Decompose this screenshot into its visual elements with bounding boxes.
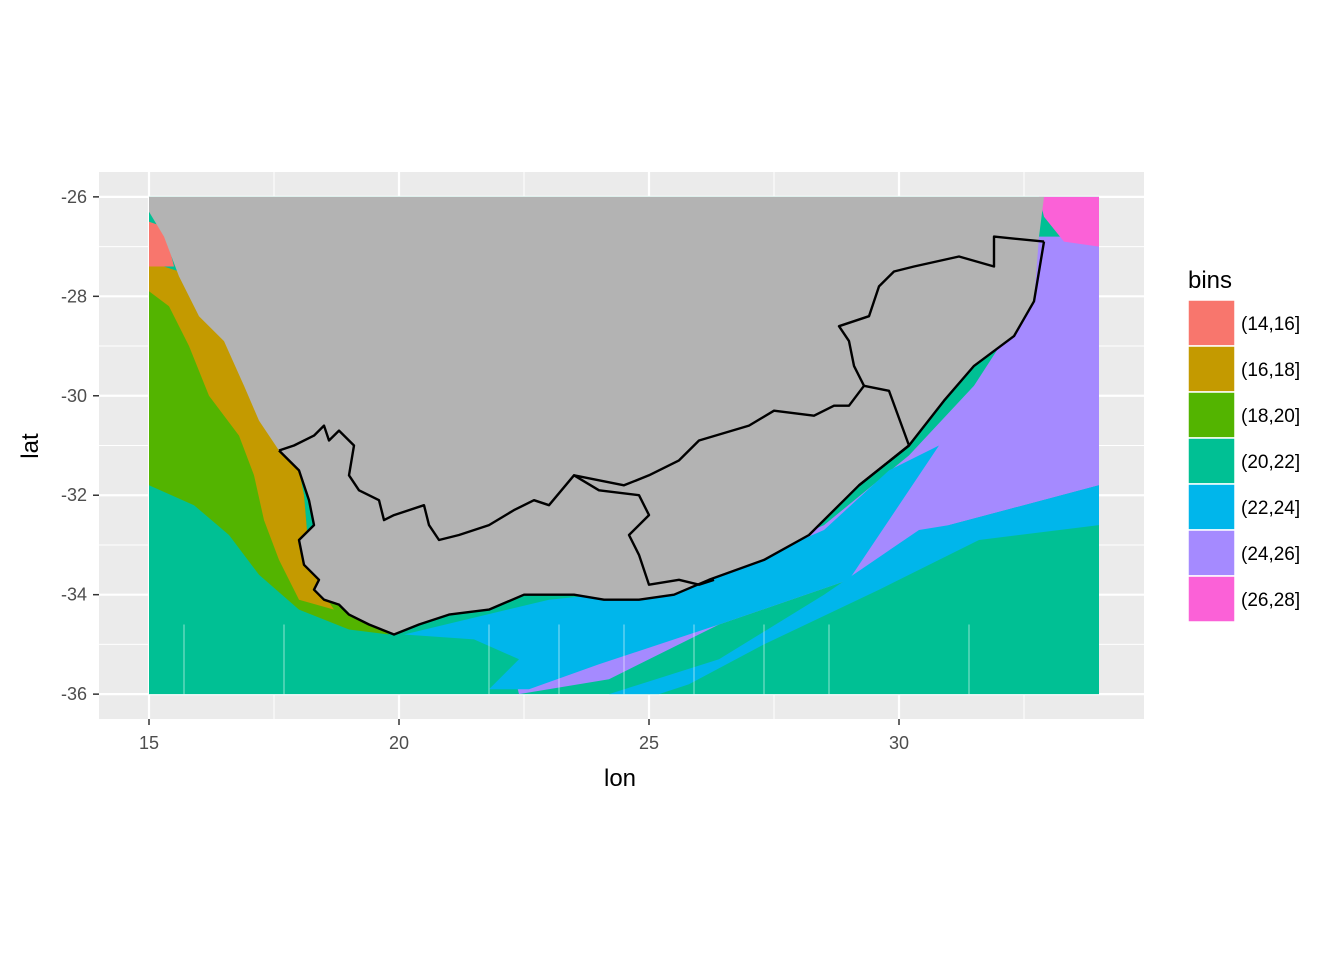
legend: bins (14,16] (16,18] (18,20] (20,22] (22,24]… xyxy=(1188,267,1300,622)
x-tick-label: 20 xyxy=(389,733,409,753)
legend-key xyxy=(1188,438,1235,484)
legend-label: (18,20] xyxy=(1241,406,1300,427)
y-tick-label: -30 xyxy=(61,386,87,406)
legend-key xyxy=(1188,392,1235,438)
legend-label: (16,18] xyxy=(1241,360,1300,381)
legend-label: (20,22] xyxy=(1241,452,1300,473)
legend-key xyxy=(1188,576,1235,622)
y-axis-title: lat xyxy=(17,433,44,459)
y-tick-label: -32 xyxy=(61,485,87,505)
legend-label: (22,24] xyxy=(1241,498,1300,519)
legend-key xyxy=(1188,300,1235,346)
y-tick-label: -28 xyxy=(61,286,87,306)
legend-label: (14,16] xyxy=(1241,314,1300,335)
legend-label: (26,28] xyxy=(1241,590,1300,611)
legend-label: (24,26] xyxy=(1241,544,1300,565)
x-tick-label: 30 xyxy=(889,733,909,753)
y-axis: -26 -28 -30 -32 -34 -36 xyxy=(61,187,99,704)
y-tick-label: -26 xyxy=(61,187,87,207)
x-tick-label: 15 xyxy=(139,733,159,753)
legend-key xyxy=(1188,346,1235,392)
legend-key xyxy=(1188,530,1235,576)
legend-key xyxy=(1188,484,1235,530)
x-tick-label: 25 xyxy=(639,733,659,753)
y-tick-label: -34 xyxy=(61,585,87,605)
x-axis-title: lon xyxy=(604,765,636,792)
y-tick-label: -36 xyxy=(61,684,87,704)
legend-title: bins xyxy=(1188,267,1232,294)
x-axis: 15 20 25 30 xyxy=(139,719,909,753)
